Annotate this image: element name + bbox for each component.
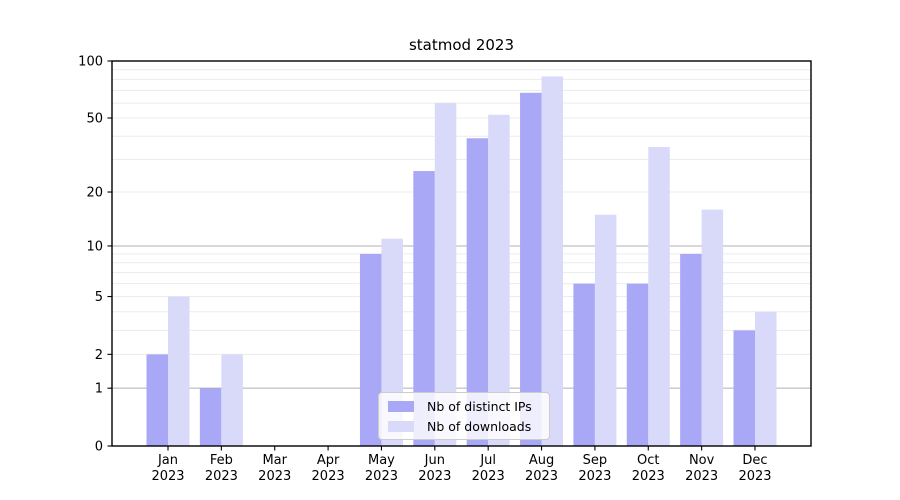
bar-distinct-ips-Jul [466, 138, 489, 446]
bar-distinct-ips-Jun [413, 171, 435, 446]
bar-distinct-ips-Oct [626, 283, 649, 446]
legend: Nb of distinct IPs Nb of downloads [378, 392, 550, 440]
x-tick-label-Dec: Dec 2023 [738, 453, 771, 484]
y-tick-label-1: 1 [95, 382, 103, 397]
legend-row-downloads: Nb of downloads [388, 419, 540, 434]
bar-distinct-ips-Aug [520, 92, 542, 447]
x-tick-label-Apr: Apr 2023 [312, 453, 345, 484]
bar-downloads-Oct [648, 147, 670, 447]
y-tick-label-5: 5 [95, 290, 103, 305]
y-tick-label-100: 100 [78, 55, 103, 70]
legend-swatch-distinct-ips [388, 400, 414, 412]
x-tick-label-May: May 2023 [365, 453, 398, 484]
bar-downloads-Dec [755, 311, 777, 446]
x-tick-label-Feb: Feb 2023 [205, 453, 238, 484]
x-tick-label-Jul: Jul 2023 [472, 453, 505, 484]
x-tick-label-Sep: Sep 2023 [578, 453, 611, 484]
x-tick-label-Jan: Jan 2023 [151, 453, 184, 484]
chart-title: statmod 2023 [408, 36, 515, 54]
legend-label-distinct-ips: Nb of distinct IPs [427, 398, 532, 414]
bar-distinct-ips-Dec [733, 330, 755, 446]
x-tick-label-Oct: Oct 2023 [632, 453, 665, 484]
bar-downloads-Jun [434, 103, 457, 447]
bar-distinct-ips-Sep [573, 283, 595, 446]
legend-row-distinct-ips: Nb of distinct IPs [388, 399, 540, 414]
bar-downloads-Jul [488, 114, 510, 446]
y-tick-label-20: 20 [86, 186, 103, 201]
x-tick-label-Nov: Nov 2023 [685, 453, 718, 484]
bar-downloads-Feb [221, 354, 243, 446]
bar-downloads-Sep [594, 214, 617, 446]
bar-downloads-Jan [168, 296, 190, 446]
bar-distinct-ips-Jan [146, 354, 168, 446]
bar-distinct-ips-May [359, 253, 382, 446]
axes-border [111, 60, 812, 447]
y-tick-label-0: 0 [95, 440, 103, 455]
bar-downloads-Nov [701, 209, 724, 446]
y-tick-label-2: 2 [95, 348, 103, 363]
x-tick-label-Aug: Aug 2023 [525, 453, 558, 484]
bar-distinct-ips-Feb [199, 388, 222, 446]
bar-downloads-Aug [541, 76, 564, 446]
y-tick-label-50: 50 [86, 112, 103, 127]
y-tick-label-10: 10 [86, 239, 103, 254]
x-tick-label-Mar: Mar 2023 [258, 453, 291, 484]
legend-swatch-downloads [388, 420, 414, 432]
x-tick-label-Jun: Jun 2023 [418, 453, 451, 484]
bar-distinct-ips-Nov [680, 253, 702, 446]
legend-label-downloads: Nb of downloads [427, 418, 532, 434]
